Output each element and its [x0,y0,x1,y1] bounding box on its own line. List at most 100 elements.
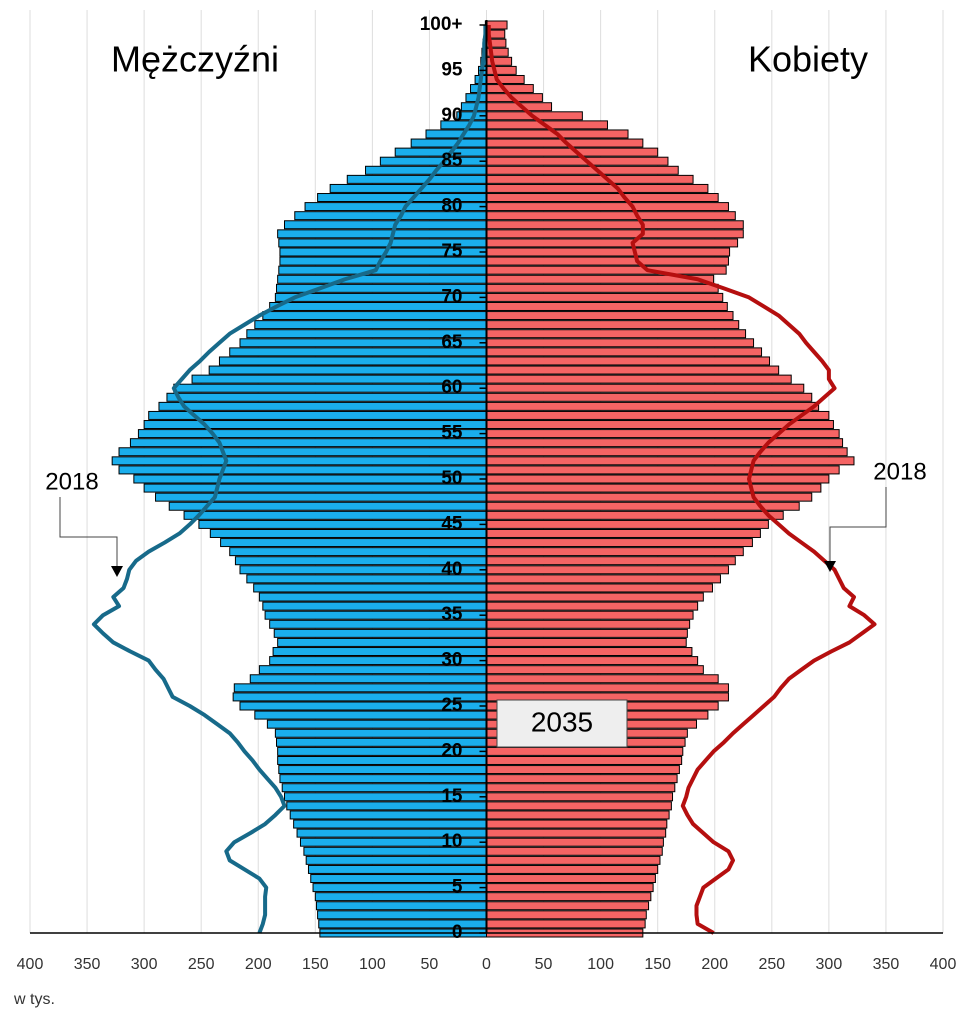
bar [486,238,739,248]
x-axis-label: w tys. [13,991,55,1008]
bar [278,265,488,275]
bar [486,628,688,638]
bar [329,183,487,193]
bar [486,819,668,829]
bar [273,628,488,638]
bar [486,846,663,856]
bar [365,165,487,175]
bar [486,619,691,629]
bar [486,74,525,84]
bar [262,311,487,321]
x-tick-label: 350 [74,956,101,973]
bar [486,311,734,321]
bar [266,719,487,729]
bar [315,901,487,911]
bar [233,683,487,693]
y-tick-label: 15 [441,786,463,807]
bar [486,356,771,366]
bar [486,874,656,884]
bar [111,456,487,466]
bar [486,656,699,666]
y-tick-label: 55 [441,423,463,444]
bar [305,855,487,865]
arrowhead [824,561,836,572]
bar [486,374,792,384]
y-tick-label: 35 [441,604,463,625]
y-tick-label: 70 [441,286,462,307]
bar [166,392,487,402]
bar [220,538,487,548]
bar [486,265,727,275]
x-tick-label: 400 [930,956,957,973]
bar [486,401,820,411]
left-heading: Mężczyźni [111,39,279,80]
bar [283,220,487,230]
bar [486,320,740,330]
bar [253,583,487,593]
bar [486,547,744,557]
line-2018 [91,25,488,934]
bar [486,256,729,266]
bar [143,420,487,430]
bar [486,592,704,602]
annotation-connector [829,487,887,561]
y-tick-label: 65 [441,332,463,353]
bar [486,855,661,865]
bar [486,528,761,538]
x-tick-label: 150 [302,956,329,973]
line-annotation: 2018 [45,468,98,495]
bar [486,202,729,212]
y-tick-label: 100+ [420,14,463,35]
bar [486,901,650,911]
bar [293,819,487,829]
x-tick-label: 250 [188,956,215,973]
bar [486,420,834,430]
bar [486,765,680,775]
y-tick-label: 30 [441,650,462,671]
bar [486,665,704,675]
line-2018 [486,25,877,935]
bar [486,828,667,838]
x-tick-label: 200 [701,956,728,973]
bar [486,565,729,575]
x-tick-label: 250 [758,956,785,973]
y-tick-label: 80 [441,196,462,217]
bar [486,837,664,847]
bar [486,329,747,339]
y-tick-label: 5 [452,877,463,898]
bar [486,347,763,357]
bar [486,510,784,520]
bar [486,438,844,448]
bar [143,483,487,493]
bar [208,365,488,375]
bar [486,474,830,484]
bar [486,447,848,457]
bar [249,674,487,684]
line-annotation: 2018 [873,458,926,485]
bar [279,774,487,784]
bar [486,647,693,657]
bar [486,810,670,820]
x-tick-label: 50 [421,956,439,973]
label-box [496,699,628,748]
right-heading: Kobiety [748,39,868,80]
bar [486,211,736,221]
y-tick-label: 10 [441,831,462,852]
bar [486,583,713,593]
bar [173,383,488,393]
bar [486,919,646,929]
bar [486,637,687,647]
bar [317,910,487,920]
y-tick-label: 75 [441,241,463,262]
bar [486,792,674,802]
bar [486,556,736,566]
y-tick-label: 45 [441,513,463,534]
bar [486,220,744,230]
bar [277,637,487,647]
bar [118,465,488,475]
bar [486,892,652,902]
bar [158,401,487,411]
bar [486,193,719,203]
bar [155,492,487,502]
